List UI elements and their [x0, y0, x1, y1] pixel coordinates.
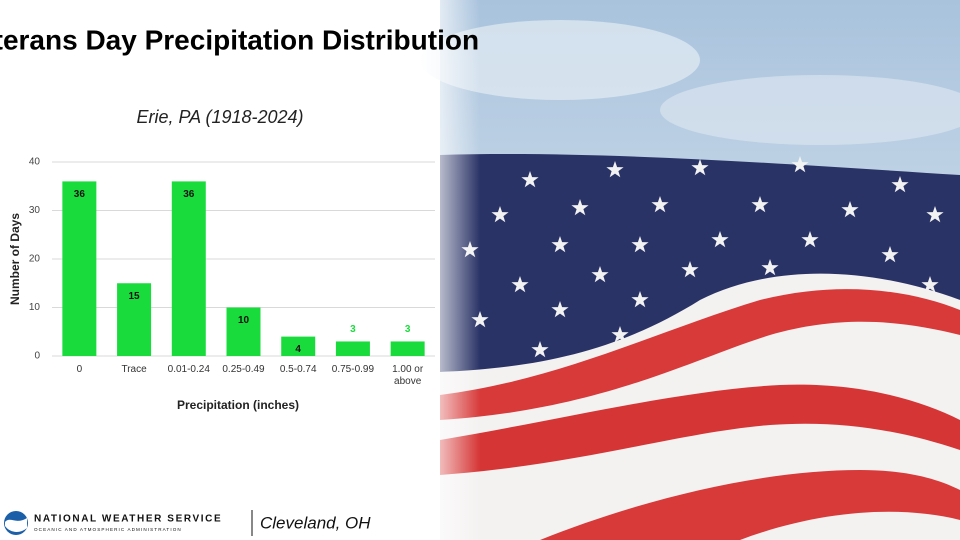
stripe	[440, 289, 960, 420]
bar	[62, 181, 97, 356]
x-tick-label: 0.5-0.74	[279, 364, 317, 375]
chart-subtitle: Erie, PA (1918-2024)	[136, 107, 303, 127]
x-tick-label: 0	[76, 364, 83, 375]
y-tick-label: 10	[29, 302, 41, 313]
y-tick-label: 40	[29, 157, 41, 168]
data-label: 3	[350, 324, 356, 335]
data-label: 10	[238, 315, 250, 326]
x-tick-label: 0.75-0.99	[331, 364, 375, 375]
noaa-logo-wave	[5, 518, 27, 532]
stripe	[540, 470, 960, 540]
stripe	[440, 384, 960, 475]
flag-canton	[440, 154, 960, 372]
chart-title: Veterans Day Precipitation Distribution	[0, 24, 479, 55]
bar	[226, 307, 261, 356]
data-label: 15	[129, 291, 141, 302]
x-tick-label: 0.01-0.24	[167, 364, 210, 375]
x-axis-label: Precipitation (inches)	[177, 398, 299, 412]
agency-name: NATIONAL WEATHER SERVICE	[34, 514, 222, 525]
data-label: 4	[295, 344, 301, 355]
footer: NATIONAL WEATHER SERVICE OCEANIC AND ATM…	[4, 510, 371, 536]
fade	[420, 0, 480, 540]
flag-photo	[420, 0, 960, 540]
bar	[117, 283, 152, 356]
data-label: 3	[405, 324, 411, 335]
bar	[171, 181, 206, 356]
x-tick-label: 1.00 or above	[392, 364, 424, 387]
x-tick-label: 0.25-0.49	[222, 364, 265, 375]
x-tick-label: Trace	[121, 364, 147, 375]
data-label: 36	[74, 189, 86, 200]
cloud	[420, 20, 700, 100]
bar	[281, 336, 316, 356]
office-name: Cleveland, OH	[260, 513, 371, 532]
agency-subtitle: OCEANIC AND ATMOSPHERIC ADMINISTRATION	[34, 527, 182, 532]
cloud	[660, 75, 960, 145]
y-tick-label: 20	[29, 254, 41, 265]
y-axis-label: Number of Days	[8, 213, 22, 305]
y-tick-label: 0	[34, 351, 40, 362]
bar	[335, 341, 370, 356]
data-label: 36	[183, 189, 195, 200]
bar	[390, 341, 425, 356]
y-tick-label: 30	[29, 205, 41, 216]
